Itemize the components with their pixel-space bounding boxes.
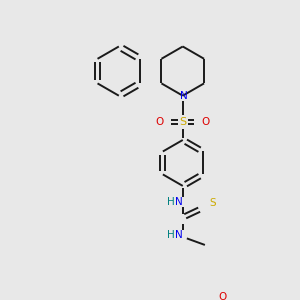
Text: O: O [156, 117, 164, 127]
Text: S: S [209, 198, 216, 208]
Text: H: H [167, 230, 175, 240]
Text: O: O [218, 292, 226, 300]
Text: S: S [179, 117, 186, 127]
Text: H: H [167, 197, 175, 207]
Text: N: N [175, 230, 182, 240]
Text: O: O [202, 117, 210, 127]
Text: N: N [175, 197, 182, 207]
Text: N: N [180, 91, 188, 101]
